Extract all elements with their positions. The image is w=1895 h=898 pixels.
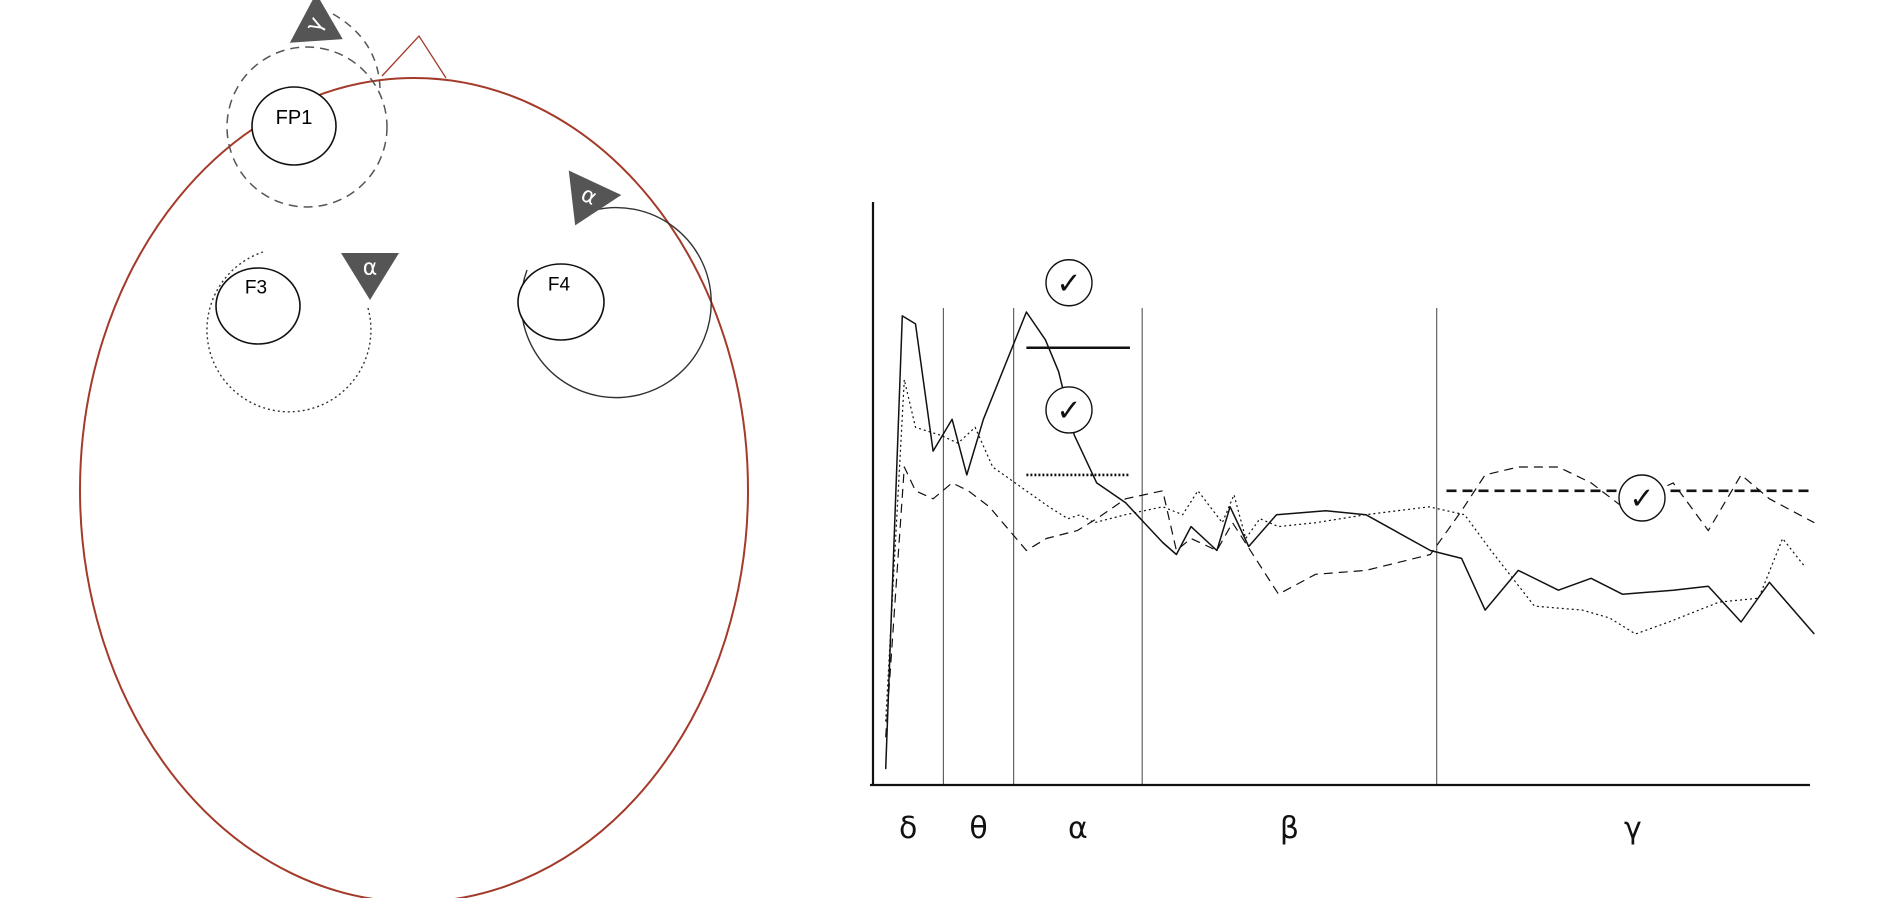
fp1-lead-line	[332, 13, 381, 89]
check-mark-dotted: ✓	[1056, 393, 1081, 428]
head-diagram: FP1 γ F3 α F4 α	[79, 0, 749, 898]
band-label-3: α	[1068, 811, 1088, 846]
check-badge-solid	[1045, 259, 1093, 307]
band-label-4: β	[1280, 811, 1299, 846]
band-dividers	[942, 308, 1438, 785]
band-label-5: γ	[1624, 811, 1642, 846]
f4-alpha-ring	[520, 206, 712, 399]
check-mark-solid: ✓	[1056, 266, 1081, 301]
band-label-1: δ	[899, 811, 917, 846]
band-spectrum-chart: ✓ ✓ ✓ δ θ α β γ	[870, 202, 1815, 846]
check-badge-dotted	[1045, 386, 1093, 434]
alpha-marker-f3-symbol: α	[363, 256, 378, 281]
head-outline	[79, 77, 749, 898]
f3-label: F3	[245, 278, 267, 299]
band-label-2: θ	[969, 811, 987, 846]
fp1-electrode-circle	[251, 86, 337, 166]
fp1-label: FP1	[276, 107, 313, 129]
gamma-marker: γ	[289, 0, 343, 43]
alpha-marker-f4: α	[568, 170, 622, 226]
fp1-gamma-ring	[226, 46, 388, 208]
electrode-f3[interactable]: F3 α	[206, 251, 399, 413]
series-dotted	[885, 379, 1806, 722]
electrode-f4[interactable]: F4 α	[517, 170, 712, 399]
check-badge-dashed	[1618, 474, 1666, 522]
threshold-layer: ✓ ✓ ✓	[1026, 259, 1815, 522]
f3-electrode-circle	[215, 267, 301, 345]
f3-alpha-ring	[206, 251, 372, 413]
series-dashed	[885, 466, 1815, 738]
alpha-marker-f3: α	[341, 253, 399, 300]
f4-electrode-circle	[517, 263, 605, 341]
f4-label: F4	[548, 275, 571, 296]
electrode-fp1[interactable]: FP1 γ	[226, 0, 388, 208]
series-layer	[884, 311, 1815, 770]
series-solid	[884, 311, 1815, 770]
nose-outline	[381, 34, 447, 79]
check-mark-dashed: ✓	[1629, 482, 1654, 517]
